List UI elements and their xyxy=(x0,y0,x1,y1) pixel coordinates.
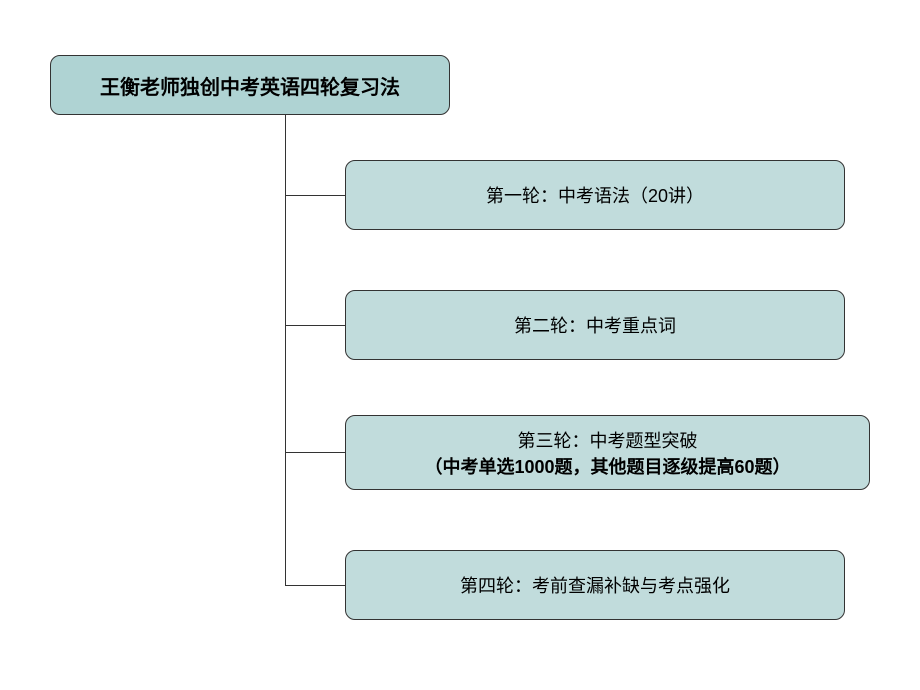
branch-line-4 xyxy=(285,585,345,586)
round1-label: 第一轮：中考语法（20讲） xyxy=(486,182,704,208)
round4-label: 第四轮：考前查漏补缺与考点强化 xyxy=(460,572,730,598)
round3-line2: （中考单选1000题，其他题目逐级提高60题） xyxy=(424,453,790,479)
child-node-round2: 第二轮：中考重点词 xyxy=(345,290,845,360)
branch-line-3 xyxy=(285,452,345,453)
round3-line1: 第三轮：中考题型突破 xyxy=(518,427,698,453)
child-node-round1: 第一轮：中考语法（20讲） xyxy=(345,160,845,230)
branch-line-2 xyxy=(285,325,345,326)
child-node-round3: 第三轮：中考题型突破 （中考单选1000题，其他题目逐级提高60题） xyxy=(345,415,870,490)
round2-label: 第二轮：中考重点词 xyxy=(514,312,676,338)
trunk-line xyxy=(285,115,286,585)
child-node-round4: 第四轮：考前查漏补缺与考点强化 xyxy=(345,550,845,620)
root-node: 王衡老师独创中考英语四轮复习法 xyxy=(50,55,450,115)
root-label: 王衡老师独创中考英语四轮复习法 xyxy=(100,71,400,100)
branch-line-1 xyxy=(285,195,345,196)
